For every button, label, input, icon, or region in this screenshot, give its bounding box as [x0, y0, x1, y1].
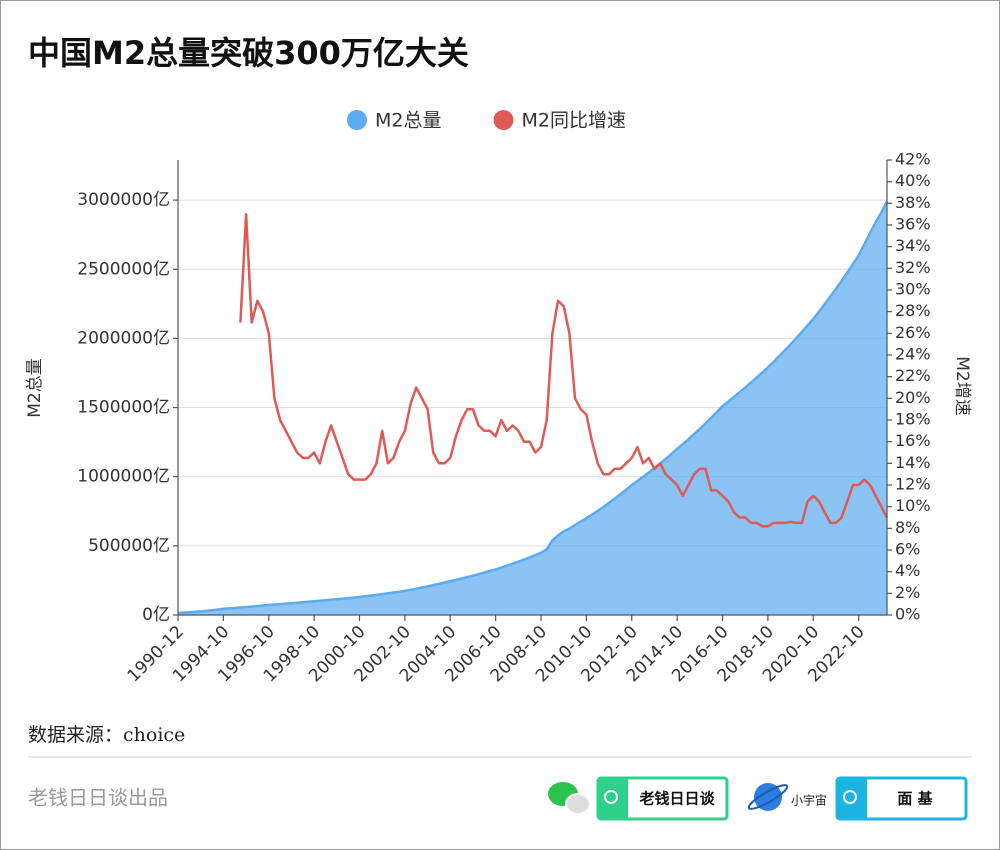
y2-tick-label: 26% [895, 323, 931, 342]
y2-tick-label: 32% [895, 258, 931, 277]
search-icon [604, 790, 618, 804]
y2-tick-label: 24% [895, 345, 931, 364]
y2-tick-label: 36% [895, 215, 931, 234]
y-axis-title: M2总量 [25, 358, 45, 417]
area-line [177, 200, 889, 615]
y2-tick-label: 8% [895, 518, 920, 537]
y2-tick-label: 16% [895, 431, 931, 450]
y2-tick-label: 0% [895, 605, 920, 624]
area-fill [178, 201, 887, 615]
badge-label: 小宇宙 [791, 793, 827, 808]
y2-tick-label: 20% [895, 388, 931, 407]
chart-title: 中国M2总量突破300万亿大关 [28, 34, 469, 72]
y2-axis-title: M2增速 [952, 356, 972, 415]
y2-tick-label: 42% [895, 150, 931, 169]
y-tick-label: 2500000亿 [77, 259, 170, 279]
y-tick-label: 1500000亿 [77, 398, 170, 418]
badge-icon [837, 778, 867, 819]
source-note: 数据来源：choice [28, 724, 185, 746]
y2-tick-label: 30% [895, 280, 931, 299]
wechat-icon [548, 782, 591, 815]
legend-label: M2总量 [375, 110, 441, 132]
y2-tick-label: 22% [895, 366, 931, 385]
y2-tick-label: 38% [895, 193, 931, 212]
y2-tick-label: 28% [895, 301, 931, 320]
legend-marker [347, 110, 367, 130]
y-tick-label: 3000000亿 [77, 190, 170, 210]
y-tick-label: 1000000亿 [77, 467, 170, 487]
planet-icon [747, 783, 789, 811]
legend-marker [493, 110, 514, 130]
y-tick-label: 500000亿 [88, 536, 170, 556]
badge-label: 面 基 [897, 790, 933, 808]
legend-label: M2同比增速 [521, 110, 625, 132]
y2-tick-label: 14% [895, 453, 931, 472]
line [239, 212, 889, 528]
search-icon [843, 790, 857, 804]
y2-tick-label: 18% [895, 410, 931, 429]
credit: 老钱日日谈出品 [28, 786, 168, 810]
y2-tick-label: 4% [895, 561, 920, 580]
y2-tick-label: 10% [895, 496, 931, 515]
badge-label: 老钱日日谈 [638, 790, 715, 808]
y2-tick-label: 12% [895, 475, 931, 494]
badge-icon [598, 778, 628, 819]
y2-tick-label: 6% [895, 540, 920, 559]
y-tick-label: 2000000亿 [77, 328, 170, 348]
y2-tick-label: 40% [895, 171, 931, 190]
y2-tick-label: 2% [895, 583, 920, 602]
y-tick-label: 0亿 [142, 605, 170, 625]
y2-tick-label: 34% [895, 236, 931, 255]
